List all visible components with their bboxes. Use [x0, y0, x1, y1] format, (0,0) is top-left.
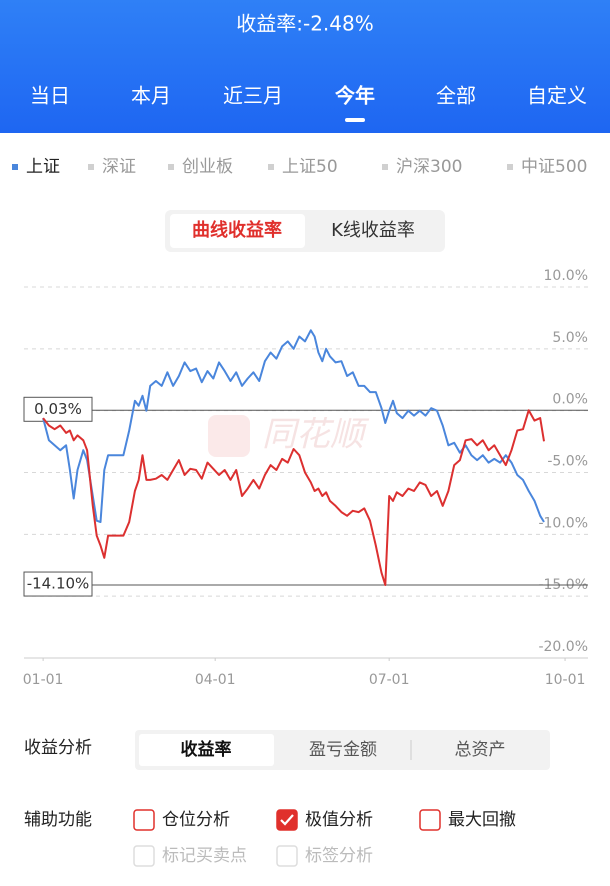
- period-tab[interactable]: 今年: [335, 84, 375, 108]
- y-tick-label: -10.0%: [538, 515, 588, 531]
- y-tick-label: 5.0%: [552, 330, 588, 346]
- annotation-label: 0.03%: [34, 400, 82, 418]
- checkbox-label[interactable]: 仓位分析: [162, 810, 230, 830]
- legend-label[interactable]: 沪深300: [396, 157, 462, 177]
- series-line: [42, 409, 545, 586]
- legend-label[interactable]: 深证: [102, 157, 136, 177]
- legend-label[interactable]: 中证500: [521, 157, 587, 177]
- period-tab[interactable]: 当日: [30, 84, 70, 108]
- legend-swatch: [168, 164, 174, 170]
- toggle-active: [170, 214, 305, 248]
- watermark: 同花顺: [262, 415, 370, 455]
- header-bg: [0, 0, 610, 133]
- x-tick-label: 01-01: [23, 672, 64, 688]
- checkbox: [276, 845, 298, 867]
- aux-label: 辅助功能: [24, 810, 92, 830]
- checkbox[interactable]: [133, 809, 155, 831]
- x-tick-label: 07-01: [369, 672, 410, 688]
- legend-label[interactable]: 上证50: [282, 157, 338, 177]
- segment-option[interactable]: 盈亏金额: [309, 740, 377, 760]
- series-line: [42, 329, 545, 523]
- period-tab[interactable]: 自定义: [527, 84, 587, 108]
- tab-indicator: [345, 118, 365, 122]
- legend-swatch: [12, 164, 18, 170]
- checkbox: [133, 845, 155, 867]
- segment-option[interactable]: 总资产: [455, 740, 506, 760]
- legend-swatch: [88, 164, 94, 170]
- annotation-label: -14.10%: [27, 575, 90, 593]
- toggle-option[interactable]: 曲线收益率: [192, 219, 282, 241]
- period-tab[interactable]: 本月: [131, 84, 171, 108]
- period-tab[interactable]: 近三月: [223, 84, 283, 108]
- annotation-box: [23, 571, 93, 597]
- annotation-box: [23, 396, 93, 422]
- header-title: 收益率:-2.48%: [236, 12, 374, 36]
- y-tick-label: 10.0%: [544, 268, 588, 284]
- watermark-logo: [208, 415, 250, 457]
- legend-label[interactable]: 上证: [26, 157, 60, 177]
- checkbox[interactable]: [419, 809, 441, 831]
- x-tick-label: 04-01: [195, 672, 236, 688]
- x-tick-label: 10-01: [545, 672, 586, 688]
- legend-swatch: [268, 164, 274, 170]
- analysis-label: 收益分析: [24, 738, 92, 758]
- y-tick-label: -5.0%: [547, 454, 588, 470]
- checkbox[interactable]: [276, 809, 298, 831]
- checkmark: [280, 814, 294, 826]
- legend-label[interactable]: 创业板: [182, 157, 233, 177]
- legend-swatch: [507, 164, 513, 170]
- segment-option[interactable]: 收益率: [181, 739, 232, 760]
- checkbox-label: 标记买卖点: [162, 846, 247, 866]
- period-tab[interactable]: 全部: [436, 84, 476, 108]
- checkbox-label[interactable]: 最大回撤: [448, 810, 516, 830]
- legend-swatch: [382, 164, 388, 170]
- checkbox-label[interactable]: 极值分析: [305, 810, 373, 830]
- y-tick-label: -20.0%: [538, 639, 588, 655]
- checkbox-label: 标签分析: [305, 846, 373, 866]
- y-tick-label: 0.0%: [552, 392, 588, 408]
- toggle-option[interactable]: K线收益率: [331, 220, 415, 241]
- segment-active: [139, 734, 274, 766]
